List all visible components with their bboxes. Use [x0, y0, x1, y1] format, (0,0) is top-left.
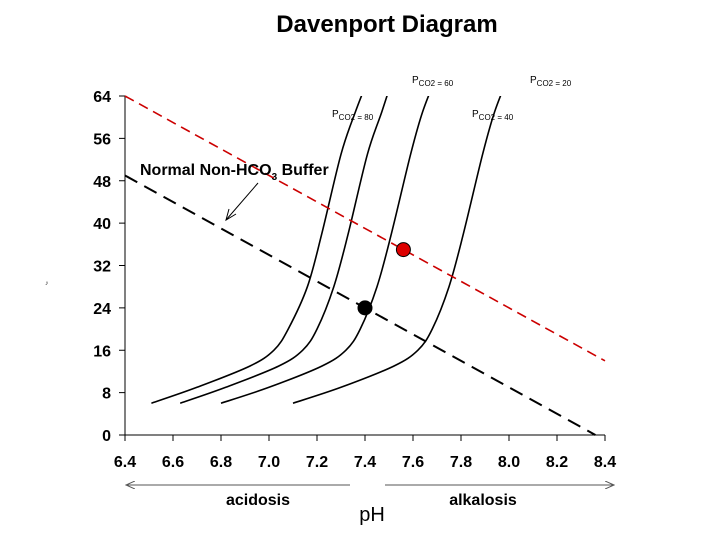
y-tick-label: 32 [93, 259, 111, 276]
y-tick-label: 0 [102, 428, 111, 445]
y-tick-label: 16 [93, 343, 111, 360]
x-tick-label: 7.2 [306, 454, 328, 471]
x-tick-labels: 6.4 6.6 6.8 7.0 7.2 7.4 7.6 7.8 8.0 8.2 8.4 [114, 435, 616, 471]
pco2-80-label: PCO2 = 80 [332, 109, 374, 122]
y-tick-label: 56 [93, 131, 111, 148]
pco2-40-label: PCO2 = 40 [472, 109, 514, 122]
shifted-buffer-line [124, 95, 606, 362]
pco2-isopleth [179, 96, 388, 404]
acidosis-label: acidosis [226, 492, 290, 509]
left-edge-mark: ۥ [45, 276, 48, 290]
x-tick-label: 7.8 [450, 454, 472, 471]
x-tick-label: 7.4 [354, 454, 376, 471]
pco2-isopleth [151, 96, 363, 404]
y-tick-label: 64 [93, 89, 111, 106]
x-tick-label: 7.0 [258, 454, 280, 471]
y-tick-labels: 0 8 16 24 32 40 48 56 64 [93, 89, 125, 445]
buffer-label-pointer [225, 182, 259, 222]
x-tick-label: 8.4 [594, 454, 616, 471]
chart-title: Davenport Diagram [276, 11, 497, 38]
x-axis-label: pH [359, 504, 385, 526]
isopleth-curves [151, 96, 502, 404]
y-tick-label: 24 [93, 301, 111, 318]
x-tick-label: 6.4 [114, 454, 136, 471]
plot-area [124, 95, 606, 436]
pco2-isopleth [292, 96, 502, 404]
normal-state-point [357, 300, 373, 316]
y-tick-label: 8 [102, 386, 111, 403]
x-tick-label: 8.2 [546, 454, 568, 471]
pco2-20-label: PCO2 = 20 [530, 75, 572, 88]
alkalosis-label: alkalosis [449, 492, 517, 509]
buffer-line-label: Normal Non-HCO3 Buffer [140, 162, 329, 183]
x-tick-label: 8.0 [498, 454, 520, 471]
x-tick-label: 7.6 [402, 454, 424, 471]
y-tick-label: 48 [93, 174, 111, 191]
pco2-isopleth [220, 96, 430, 404]
x-tick-label: 6.6 [162, 454, 184, 471]
y-tick-label: 40 [93, 216, 111, 233]
x-tick-label: 6.8 [210, 454, 232, 471]
pco2-60-label: PCO2 = 60 [412, 75, 454, 88]
shifted-state-point [395, 242, 411, 258]
